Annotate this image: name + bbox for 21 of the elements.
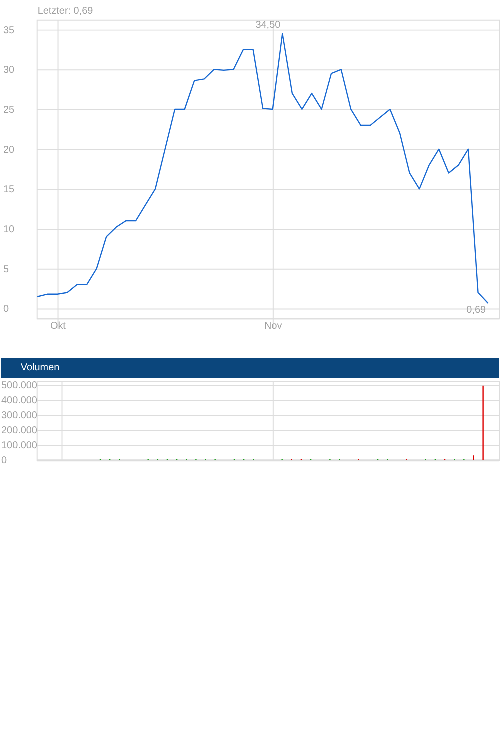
y-tick-label: 200.000: [1, 426, 38, 437]
y-tick-label: 20: [3, 144, 16, 156]
line-series: [38, 33, 489, 304]
y-tick-label: 5: [3, 264, 10, 276]
y-tick-label: 10: [3, 224, 16, 236]
y-tick-label: 100.000: [1, 440, 38, 452]
y-tick-label: 400.000: [1, 396, 38, 407]
x-tick-label: Okt: [50, 321, 66, 332]
data-label: 34,50: [256, 20, 282, 31]
x-tick-label: Nov: [264, 321, 282, 332]
chart-title: Volumen: [20, 362, 60, 374]
y-tick-label: 35: [3, 25, 16, 36]
chart-title: Letzter: 0,69: [38, 6, 94, 17]
y-tick-label: 15: [3, 184, 16, 196]
data-label: 0,69: [466, 305, 487, 316]
y-tick-label: 500.000: [1, 380, 38, 392]
y-tick-label: 300.000: [1, 410, 38, 422]
y-tick-label: 30: [3, 65, 16, 76]
y-tick-label: 0: [3, 304, 10, 316]
y-tick-label: 25: [3, 104, 16, 116]
y-tick-label: 0: [1, 456, 8, 467]
